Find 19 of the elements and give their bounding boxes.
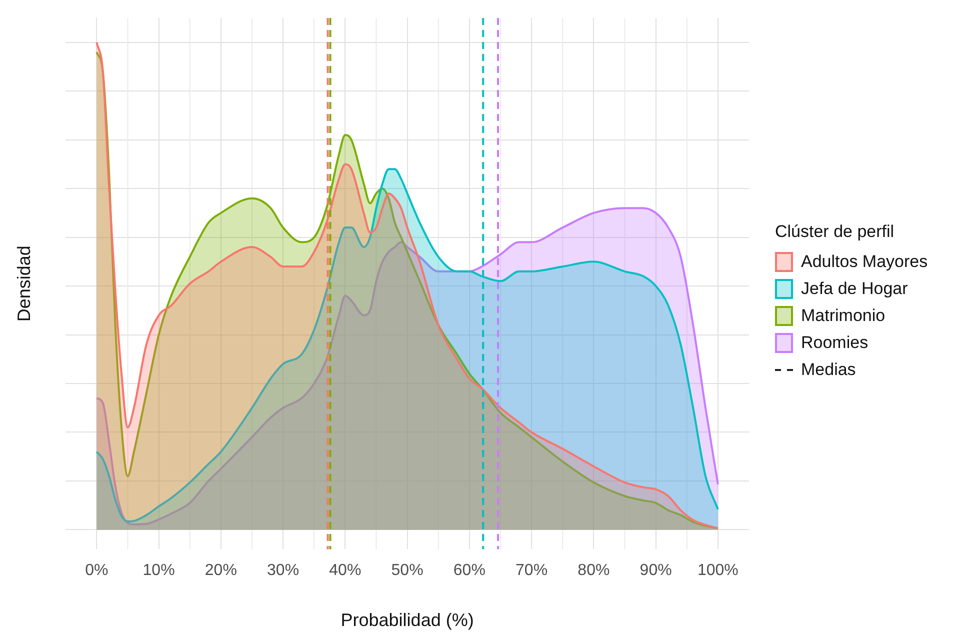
x-tick-label: 10% [142,562,175,580]
x-tick-label: 90% [640,562,672,580]
x-tick-label: 100% [697,562,738,580]
x-tick-label: 0% [85,562,108,580]
x-tick-label: 20% [204,562,237,580]
text: Medias [801,360,856,380]
x-tick-label: 50% [391,562,424,580]
x-tick-label: 70% [516,562,548,580]
legend-label: Matrimonio [801,306,886,326]
y-axis-title: Densidad [14,246,34,322]
x-tick-label: 40% [329,562,362,580]
x-tick-label: 30% [267,562,300,580]
legend-label: Jefa de Hogar [801,278,908,298]
legend-label: Adultos Mayores [801,252,928,272]
x-tick-label: 80% [578,562,610,580]
legend-label: Roomies [801,332,868,352]
x-axis-title: Probabilidad (%) [340,610,474,630]
legend-title: Clúster de perfil [775,222,896,242]
x-tick-label: 60% [453,562,486,580]
